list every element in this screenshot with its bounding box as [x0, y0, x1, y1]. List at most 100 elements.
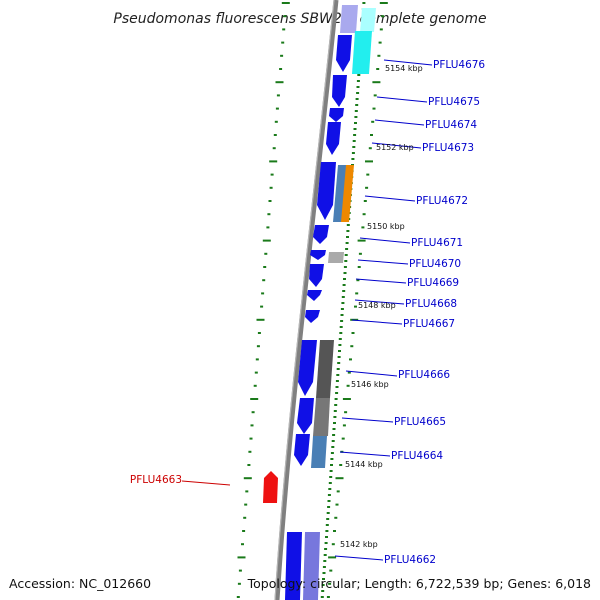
tick-mark	[346, 224, 350, 226]
tick-mark	[343, 272, 347, 274]
cds-feature	[285, 532, 302, 600]
tick-mark	[281, 41, 285, 44]
tick-mark	[371, 120, 375, 123]
tick-mark	[342, 284, 346, 286]
tick-mark	[331, 446, 335, 448]
gene-label[interactable]: PFLU4672	[416, 195, 468, 207]
tick-mark	[337, 362, 341, 364]
tick-mark	[280, 54, 284, 57]
tick-mark	[365, 160, 373, 163]
tick-mark	[329, 476, 333, 478]
kbp-label: 5144 kbp	[345, 460, 383, 469]
tick-mark	[356, 86, 360, 88]
gene-label[interactable]: PFLU4669	[407, 277, 459, 289]
tick-mark	[372, 107, 376, 110]
tick-mark	[354, 110, 358, 112]
tick-mark	[378, 41, 382, 44]
tick-mark	[331, 440, 335, 442]
tick-mark	[336, 368, 340, 370]
tick-mark	[356, 80, 360, 82]
kbp-label: 5152 kbp	[376, 143, 414, 152]
tick-mark	[320, 596, 324, 598]
genome-backbone-highlight	[274, 0, 335, 600]
cds-feature	[313, 225, 329, 244]
gene-label[interactable]: PFLU4670	[409, 258, 461, 270]
cds-feature	[326, 122, 341, 155]
gene-label[interactable]: PFLU4668	[405, 298, 457, 310]
tick-mark	[243, 477, 252, 480]
tick-mark	[362, 213, 366, 216]
gene-label[interactable]: PFLU4667	[403, 318, 455, 330]
tick-mark	[341, 437, 345, 440]
tick-mark	[351, 332, 355, 334]
tick-mark	[324, 542, 328, 544]
tick-mark	[355, 292, 359, 295]
genome-backbone	[274, 0, 339, 600]
tick-mark	[326, 512, 330, 514]
cds-feature	[294, 434, 310, 466]
tick-mark	[335, 392, 339, 394]
cds-feature	[298, 340, 317, 396]
tick-mark	[283, 15, 287, 18]
tick-mark	[341, 302, 345, 304]
tick-mark	[344, 254, 348, 256]
tick-mark	[379, 2, 388, 4]
tick-mark	[335, 503, 339, 506]
tick-mark	[347, 371, 351, 374]
tick-mark	[324, 548, 328, 550]
gene-label[interactable]: PFLU4665	[394, 416, 446, 428]
cds-feature	[311, 436, 327, 468]
tick-mark	[322, 578, 325, 580]
tick-mark	[327, 494, 331, 496]
tick-mark	[345, 248, 349, 250]
tick-mark	[343, 278, 346, 280]
tick-mark	[333, 416, 337, 418]
tick-mark	[357, 239, 366, 242]
tick-mark	[282, 28, 286, 31]
tick-mark	[245, 490, 249, 493]
tick-mark	[352, 140, 356, 142]
cds-feature	[352, 31, 372, 74]
tick-mark	[357, 74, 361, 76]
gene-label[interactable]: PFLU4675	[428, 96, 480, 108]
tick-mark	[346, 384, 350, 387]
tick-mark	[241, 543, 244, 546]
gene-label[interactable]: PFLU4662	[384, 554, 436, 566]
tick-mark	[341, 296, 345, 298]
gene-label-red[interactable]: PFLU4663	[130, 474, 182, 486]
tick-mark	[362, 2, 366, 4]
tick-mark	[323, 560, 327, 562]
gene-label[interactable]: PFLU4673	[422, 142, 474, 154]
tick-mark	[272, 147, 276, 150]
tick-mark	[336, 490, 340, 493]
kbp-labels: 5154 kbp 5152 kbp 5150 kbp 5148 kbp 5146…	[340, 64, 423, 549]
gene-label[interactable]: PFLU4676	[433, 59, 485, 71]
cds-feature	[313, 398, 330, 436]
tick-mark	[276, 94, 280, 97]
tick-mark	[264, 252, 268, 255]
tick-mark	[328, 582, 332, 585]
tick-mark	[338, 338, 342, 340]
tick-mark	[352, 146, 356, 148]
tick-mark	[243, 516, 247, 519]
tick-mark	[255, 358, 259, 361]
tick-mark	[338, 344, 342, 346]
tick-mark	[237, 582, 241, 585]
tick-mark	[262, 239, 271, 242]
cds-feature	[332, 75, 347, 107]
tick-mark	[251, 411, 255, 414]
tick-mark	[354, 116, 358, 118]
tick-mark	[338, 350, 341, 352]
cds-feature	[310, 250, 326, 260]
tick-mark	[351, 152, 355, 154]
gene-label[interactable]: PFLU4671	[411, 237, 463, 249]
tick-mark	[351, 158, 355, 160]
gene-label[interactable]: PFLU4674	[425, 119, 477, 131]
tick-mark	[270, 173, 274, 176]
gene-label[interactable]: PFLU4664	[391, 450, 443, 462]
tick-mark	[321, 584, 325, 586]
genome-summary-text: Topology: circular; Length: 6,722,539 bp…	[247, 576, 591, 591]
gene-label[interactable]: PFLU4666	[398, 369, 450, 381]
tick-mark	[342, 424, 346, 427]
tick-mark	[322, 572, 326, 574]
